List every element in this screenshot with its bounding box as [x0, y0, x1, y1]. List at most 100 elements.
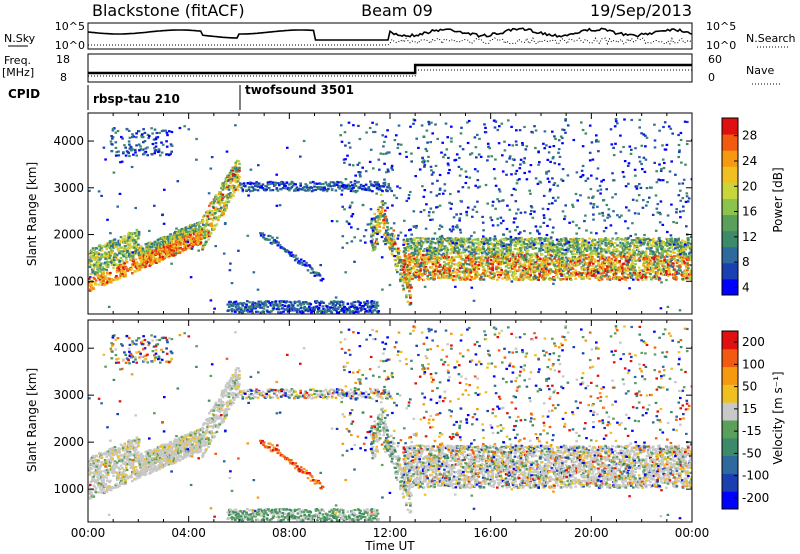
data-point	[141, 260, 145, 263]
data-point	[351, 184, 354, 187]
data-point	[414, 242, 418, 245]
data-point	[547, 244, 550, 247]
data-point	[406, 238, 409, 241]
data-point	[165, 131, 169, 134]
data-point	[110, 150, 113, 153]
data-point	[145, 261, 148, 264]
data-point	[127, 140, 131, 143]
data-point	[576, 250, 579, 254]
data-point	[452, 275, 456, 278]
data-point	[618, 276, 621, 279]
data-point	[403, 259, 407, 262]
data-point	[604, 260, 607, 264]
data-point	[243, 308, 247, 311]
data-point	[621, 252, 625, 255]
data-point	[319, 182, 323, 186]
data-point	[629, 272, 632, 275]
data-point	[631, 262, 635, 265]
data-point	[205, 214, 208, 218]
data-point	[149, 249, 152, 252]
data-point	[354, 308, 357, 311]
data-point	[403, 278, 407, 281]
data-point	[338, 184, 341, 187]
data-point	[348, 185, 352, 188]
data-point	[494, 237, 497, 241]
data-point	[386, 186, 389, 189]
data-point	[280, 311, 283, 314]
data-point	[119, 259, 122, 263]
data-point	[622, 246, 626, 249]
data-point	[592, 250, 595, 253]
data-point	[407, 281, 410, 284]
data-point	[180, 228, 184, 231]
data-point	[128, 136, 132, 139]
data-point	[128, 243, 132, 246]
data-point	[154, 246, 157, 249]
data-point	[603, 274, 606, 278]
data-point	[436, 238, 440, 241]
data-point	[532, 254, 535, 257]
data-point	[476, 273, 480, 276]
data-point	[178, 251, 182, 254]
data-point	[408, 279, 411, 283]
data-point	[266, 181, 270, 184]
data-point	[343, 309, 346, 313]
data-point	[540, 237, 543, 240]
data-point	[358, 306, 362, 310]
data-point	[148, 135, 151, 138]
data-point	[186, 225, 190, 229]
data-point	[523, 274, 526, 277]
data-point	[555, 261, 559, 264]
data-point	[137, 266, 140, 269]
data-point	[108, 273, 111, 276]
data-point	[377, 231, 381, 234]
data-point	[276, 304, 279, 307]
data-point	[471, 265, 474, 268]
data-point	[550, 255, 554, 258]
data-point	[221, 185, 225, 189]
data-point	[122, 255, 126, 258]
data-point	[551, 240, 554, 243]
data-point	[264, 300, 268, 303]
data-point	[209, 217, 213, 220]
data-point	[546, 274, 549, 277]
data-point	[155, 242, 159, 245]
data-point	[208, 209, 212, 212]
data-point	[333, 305, 337, 308]
data-point	[607, 242, 611, 246]
data-point	[524, 238, 527, 241]
data-point	[211, 205, 215, 208]
data-point	[555, 269, 559, 272]
data-point	[269, 189, 272, 192]
data-point	[595, 276, 599, 280]
data-point	[387, 234, 391, 237]
data-point	[296, 261, 300, 264]
data-point	[174, 243, 178, 246]
data-point	[524, 272, 527, 275]
data-point	[106, 263, 110, 266]
nsky-trace	[87, 27, 693, 41]
data-point	[532, 263, 535, 266]
data-point	[264, 304, 268, 307]
data-point	[551, 250, 554, 253]
data-point	[495, 239, 498, 242]
data-point	[547, 250, 550, 253]
data-point	[624, 272, 628, 275]
data-point	[120, 250, 124, 253]
data-point	[99, 257, 102, 260]
data-point	[428, 273, 431, 276]
data-point	[481, 268, 485, 272]
data-point	[429, 242, 433, 245]
data-point	[157, 259, 161, 262]
data-point	[575, 262, 578, 265]
data-point	[545, 250, 548, 253]
data-point	[537, 269, 540, 272]
data-point	[505, 275, 509, 278]
data-point	[160, 130, 164, 133]
data-point	[318, 274, 322, 277]
data-point	[181, 250, 185, 253]
data-point	[196, 240, 199, 243]
data-point	[221, 188, 225, 191]
data-point	[559, 269, 562, 272]
data-point	[262, 233, 266, 236]
